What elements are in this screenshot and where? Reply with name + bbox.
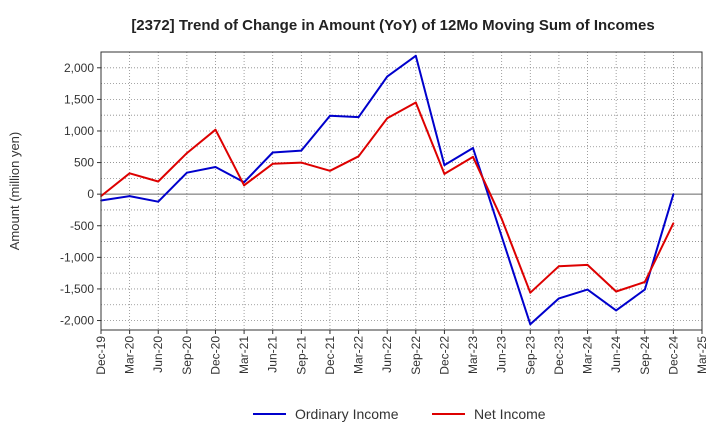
data-point (443, 173, 446, 175)
data-point (472, 147, 474, 149)
x-tick-label: Jun-20 (151, 336, 165, 373)
data-point (271, 162, 274, 165)
y-tick-label: 0 (87, 187, 94, 201)
y-tick-label: 1,000 (64, 124, 94, 138)
data-point (386, 117, 389, 120)
data-point (529, 291, 532, 294)
y-tick-label: -1,500 (60, 282, 94, 296)
y-tick-label: -1,000 (60, 250, 94, 264)
y-tick-label: 2,000 (64, 61, 94, 75)
x-tick-label: Mar-24 (581, 336, 595, 374)
data-point (214, 166, 217, 168)
data-point (615, 290, 618, 293)
x-tick-label: Dec-21 (323, 336, 337, 375)
data-point (643, 288, 646, 291)
data-point (271, 151, 274, 154)
chart-title: [2372] Trend of Change in Amount (YoY) o… (131, 17, 654, 34)
data-point (357, 155, 360, 158)
y-tick-label: 1,500 (64, 92, 94, 106)
x-tick-label: Mar-22 (352, 336, 366, 374)
data-point (558, 265, 560, 268)
data-point (300, 149, 303, 152)
y-tick-label: -2,000 (60, 314, 94, 328)
data-point (443, 164, 446, 166)
y-tick-label: -500 (70, 219, 94, 233)
x-axis-ticks: Dec-19 Mar-20 Jun-20 Sep-20 Dec-20 Mar-21 Jun-… (94, 330, 709, 375)
data-point (500, 217, 503, 220)
x-tick-label: Mar-25 (695, 336, 709, 374)
data-point (128, 172, 131, 175)
data-point (414, 54, 417, 57)
x-tick-label: Jun-23 (495, 336, 509, 373)
x-tick-label: Dec-20 (208, 336, 222, 375)
legend-label: Ordinary Income (295, 406, 399, 422)
x-tick-label: Jun-24 (609, 336, 623, 373)
x-tick-label: Dec-22 (437, 336, 451, 375)
x-tick-label: Dec-24 (666, 336, 680, 375)
x-tick-label: Mar-20 (123, 336, 137, 374)
plot-area-frame (100, 51, 703, 331)
data-point (500, 235, 503, 238)
x-tick-label: Sep-21 (294, 336, 308, 375)
data-point (329, 114, 331, 117)
x-tick-label: Sep-22 (409, 336, 423, 375)
x-tick-label: Jun-21 (266, 336, 280, 373)
x-tick-label: Dec-19 (94, 336, 108, 375)
data-point (185, 171, 188, 174)
data-point (185, 152, 188, 154)
x-tick-label: Mar-21 (237, 336, 251, 374)
data-point (615, 309, 618, 312)
data-point (157, 200, 160, 203)
data-point (672, 193, 675, 196)
data-point (414, 101, 417, 104)
x-tick-label: Mar-23 (466, 336, 480, 374)
y-axis-label: Amount (million yen) (7, 132, 22, 251)
data-point (672, 222, 675, 225)
x-tick-label: Jun-22 (380, 336, 394, 373)
x-tick-label: Sep-23 (523, 336, 537, 375)
data-point (386, 75, 389, 78)
data-point (243, 184, 245, 187)
data-point (472, 155, 474, 158)
data-point (329, 169, 331, 172)
data-point (357, 116, 360, 118)
data-point (586, 264, 589, 266)
data-point (529, 323, 532, 326)
data-point (558, 297, 560, 300)
x-tick-label: Dec-23 (552, 336, 566, 375)
y-tick-label: 500 (74, 156, 94, 170)
y-axis-ticks: 2,000 1,500 1,000 500 0 -500 -1,000 -1,500 -2,00… (60, 61, 101, 328)
legend-label: Net Income (474, 406, 546, 422)
data-point (214, 128, 217, 131)
x-tick-label: Sep-24 (638, 336, 652, 375)
data-point (157, 180, 160, 183)
legend: Ordinary Income Net Income (253, 406, 546, 422)
data-point (300, 161, 303, 164)
x-tick-label: Sep-20 (180, 336, 194, 375)
data-point (586, 288, 589, 291)
data-point (643, 281, 646, 283)
data-point (128, 195, 131, 197)
